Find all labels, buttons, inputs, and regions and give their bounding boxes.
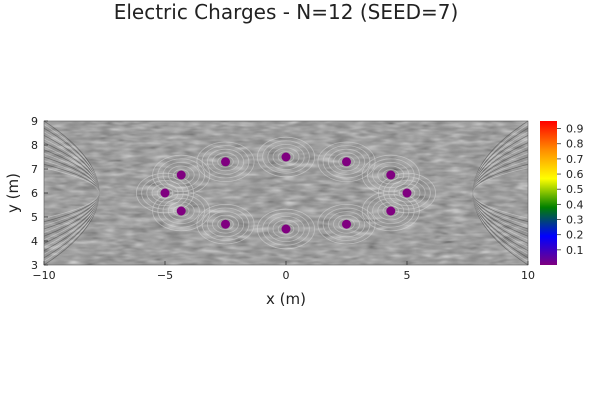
field-line	[472, 167, 529, 219]
y-tick-label: 5	[31, 211, 38, 224]
field-line	[212, 152, 239, 172]
x-tick-label: 10	[521, 269, 535, 282]
colorbar-ticks: 0.1 0.2 0.3 0.4 0.5 0.6 0.7 0.8 0.9	[557, 123, 584, 257]
chart-title: Electric Charges - N=12 (SEED=7)	[114, 0, 459, 24]
x-axis-label: x (m)	[266, 290, 306, 308]
charge-point	[221, 157, 230, 167]
field-line	[156, 187, 174, 199]
colorbar-tick-label: 0.6	[566, 168, 584, 181]
field-line	[206, 148, 245, 175]
field-line	[277, 223, 295, 235]
plot-area	[43, 120, 529, 266]
colorbar-tick-label: 0.8	[566, 138, 584, 151]
field-line	[173, 169, 190, 181]
field-line	[333, 214, 360, 234]
field-line	[217, 218, 234, 231]
field-line	[162, 197, 200, 224]
y-tick-label: 6	[31, 187, 38, 200]
charge-point	[176, 206, 186, 216]
field-line	[173, 205, 190, 217]
charges	[160, 152, 412, 234]
x-tick-label: 5	[404, 269, 411, 282]
field-line	[317, 141, 376, 182]
field-line	[272, 147, 300, 167]
field-line	[262, 140, 310, 174]
charge-point	[281, 224, 291, 234]
field-line	[377, 201, 405, 221]
charge-point	[160, 188, 170, 198]
field-line	[141, 176, 189, 210]
y-tick-label: 8	[31, 139, 38, 152]
field-line	[201, 207, 250, 241]
field-line	[43, 167, 100, 219]
field-line	[398, 187, 416, 199]
y-tick-label: 4	[31, 235, 38, 248]
field-line	[338, 156, 355, 168]
field-line	[267, 215, 305, 242]
field-line	[272, 219, 300, 239]
y-tick-label: 9	[31, 115, 38, 128]
field-line	[382, 205, 399, 217]
field-texture	[44, 121, 528, 265]
field-line	[361, 190, 420, 232]
field-line	[196, 141, 255, 182]
colorbar-tick-label: 0.5	[566, 183, 584, 196]
colorbar-tick-label: 0.1	[566, 244, 584, 257]
field-line	[217, 156, 234, 168]
charge-point	[221, 219, 230, 229]
y-axis-label: y (m)	[4, 173, 22, 213]
field-line	[151, 183, 179, 203]
colorbar-gradient	[540, 121, 557, 265]
field-line	[393, 183, 421, 203]
field-line	[338, 218, 355, 231]
charge-point	[176, 170, 186, 180]
x-tick-label: 0	[283, 269, 290, 282]
field-line	[167, 201, 195, 221]
field-line	[267, 143, 305, 170]
field-line	[327, 211, 366, 238]
x-tick-label: −10	[32, 269, 55, 282]
x-axis: −10 −5 0 5 10	[32, 261, 535, 282]
field-line	[366, 194, 415, 228]
field-lines	[43, 120, 529, 266]
charge-point	[342, 219, 351, 229]
charge-point	[386, 206, 396, 216]
field-line	[372, 161, 410, 188]
field-line	[372, 197, 410, 224]
field-line	[317, 203, 376, 245]
charge-point	[386, 170, 396, 180]
y-axis: 3 4 5 6 7 8 9	[31, 115, 48, 272]
y-tick-label: 3	[31, 259, 38, 272]
field-line	[206, 211, 245, 238]
field-line	[167, 165, 195, 185]
field-line	[277, 151, 295, 163]
field-line	[212, 214, 239, 234]
field-line	[256, 208, 315, 250]
field-line	[327, 148, 366, 175]
field-line	[256, 136, 315, 178]
field-line	[383, 176, 431, 210]
colorbar-tick-label: 0.9	[566, 123, 584, 136]
colorbar-tick-label: 0.2	[566, 229, 584, 242]
y-tick-label: 7	[31, 163, 38, 176]
x-tick-label: −5	[157, 269, 173, 282]
field-line	[377, 165, 405, 185]
field-line	[322, 145, 371, 179]
charge-point	[402, 188, 412, 198]
colorbar-tick-label: 0.7	[566, 153, 584, 166]
field-line	[382, 169, 399, 181]
colorbar-tick-label: 0.4	[566, 198, 584, 211]
field-line	[262, 212, 310, 246]
charge-point	[342, 157, 351, 167]
field-line	[196, 203, 255, 245]
charge-point	[281, 152, 291, 162]
field-line	[152, 190, 211, 232]
field-line	[333, 152, 360, 172]
colorbar: 0.1 0.2 0.3 0.4 0.5 0.6 0.7 0.8 0.9	[540, 121, 584, 265]
colorbar-tick-label: 0.3	[566, 214, 584, 227]
